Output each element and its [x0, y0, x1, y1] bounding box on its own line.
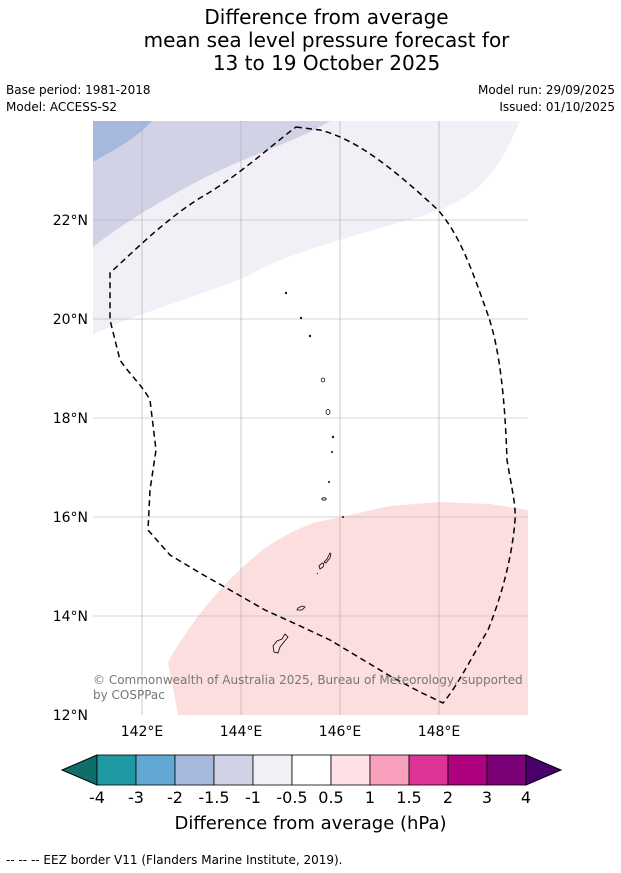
- island-agrihan: [320, 377, 326, 383]
- lon-label-144e: 144°E: [220, 724, 263, 740]
- colorbar-tick-label: -2: [167, 788, 183, 807]
- pressure-anomaly-neg-1-5-band: [93, 121, 152, 162]
- colorbar-tick-label: -3: [128, 788, 144, 807]
- island-sarigan: [327, 480, 330, 483]
- model-run: Model run: 29/09/2025: [477, 83, 615, 97]
- colorbar: [60, 754, 563, 786]
- pressure-anomaly-pos-0-5-band: [168, 502, 528, 715]
- colorbar-tick-label: -1: [245, 788, 261, 807]
- island-rota: [296, 605, 306, 611]
- copyright-line-2: by COSPPac: [93, 688, 165, 702]
- colorbar-segment: [330, 754, 371, 786]
- title-line-3: 13 to 19 October 2025: [212, 51, 441, 75]
- colorbar-segment: [174, 754, 215, 786]
- colorbar-segment: [96, 754, 137, 786]
- colorbar-extend-low: [60, 754, 98, 786]
- island-anatahan: [321, 497, 327, 501]
- island-maug: [299, 316, 303, 320]
- colorbar-title: Difference from average (hPa): [174, 813, 447, 834]
- lat-label-16n: 16°N: [53, 510, 88, 526]
- lon-label-146e: 146°E: [319, 724, 362, 740]
- lat-label-18n: 18°N: [53, 411, 88, 427]
- colorbar-segment: [291, 754, 332, 786]
- colorbar-segment: [252, 754, 293, 786]
- island-pagan: [325, 409, 331, 415]
- colorbar-tick-label: 0.5: [318, 788, 344, 807]
- colorbar-tick-label: -4: [89, 788, 105, 807]
- island-tinian: [318, 562, 325, 570]
- island-guguan: [330, 450, 333, 453]
- colorbar-segment: [135, 754, 176, 786]
- colorbar-segment: [486, 754, 527, 786]
- lat-label-22n: 22°N: [53, 213, 88, 229]
- title-line-1: Difference from average: [204, 5, 449, 29]
- colorbar-segment: [447, 754, 488, 786]
- lat-label-20n: 20°N: [53, 312, 88, 328]
- island-farallon-de-medinilla: [341, 516, 344, 519]
- colorbar-tick-label: 4: [520, 788, 532, 807]
- lon-label-148e: 148°E: [418, 724, 461, 740]
- colorbar-segment: [369, 754, 410, 786]
- pressure-anomaly-neg-1-band: [93, 121, 330, 247]
- colorbar-extend-high: [525, 754, 563, 786]
- colorbar-tick-label: 3: [481, 788, 493, 807]
- copyright-line-1: © Commonwealth of Australia 2025, Bureau…: [93, 673, 523, 687]
- colorbar-tick-label: -1.5: [198, 788, 230, 807]
- lat-label-14n: 14°N: [53, 609, 88, 625]
- island-guam: [272, 633, 289, 654]
- island-saipan: [323, 552, 332, 564]
- colorbar-tick-label: -0.5: [276, 788, 308, 807]
- island-asuncion: [308, 334, 312, 338]
- lon-tick-labels: 142°E 144°E 146°E 148°E: [121, 724, 461, 740]
- lat-label-12n: 12°N: [53, 708, 88, 724]
- footer-eez-legend: -- -- -- EEZ border V11 (Flanders Marine…: [6, 853, 343, 867]
- colorbar-segment: [213, 754, 254, 786]
- island-aguijan: [316, 572, 319, 575]
- issued-date: Issued: 01/10/2025: [499, 100, 615, 114]
- colorbar-tick-label: 1.5: [396, 788, 422, 807]
- colorbar-segment: [408, 754, 449, 786]
- lat-tick-labels: 22°N 20°N 18°N 16°N 14°N 12°N: [53, 213, 88, 724]
- island-farallon-de-pajaros: [284, 291, 288, 295]
- colorbar-tick-label: 1: [364, 788, 376, 807]
- base-period: Base period: 1981-2018: [6, 83, 151, 97]
- map-area: © Commonwealth of Australia 2025, Bureau…: [93, 121, 528, 715]
- gridlines: [93, 121, 528, 715]
- lon-label-142e: 142°E: [121, 724, 164, 740]
- colorbar-tick-label: 2: [442, 788, 454, 807]
- island-alamagan: [331, 435, 335, 439]
- islands: [272, 291, 344, 654]
- title-line-2: mean sea level pressure forecast for: [143, 28, 510, 52]
- model-name: Model: ACCESS-S2: [6, 100, 118, 114]
- eez-border: [109, 126, 516, 704]
